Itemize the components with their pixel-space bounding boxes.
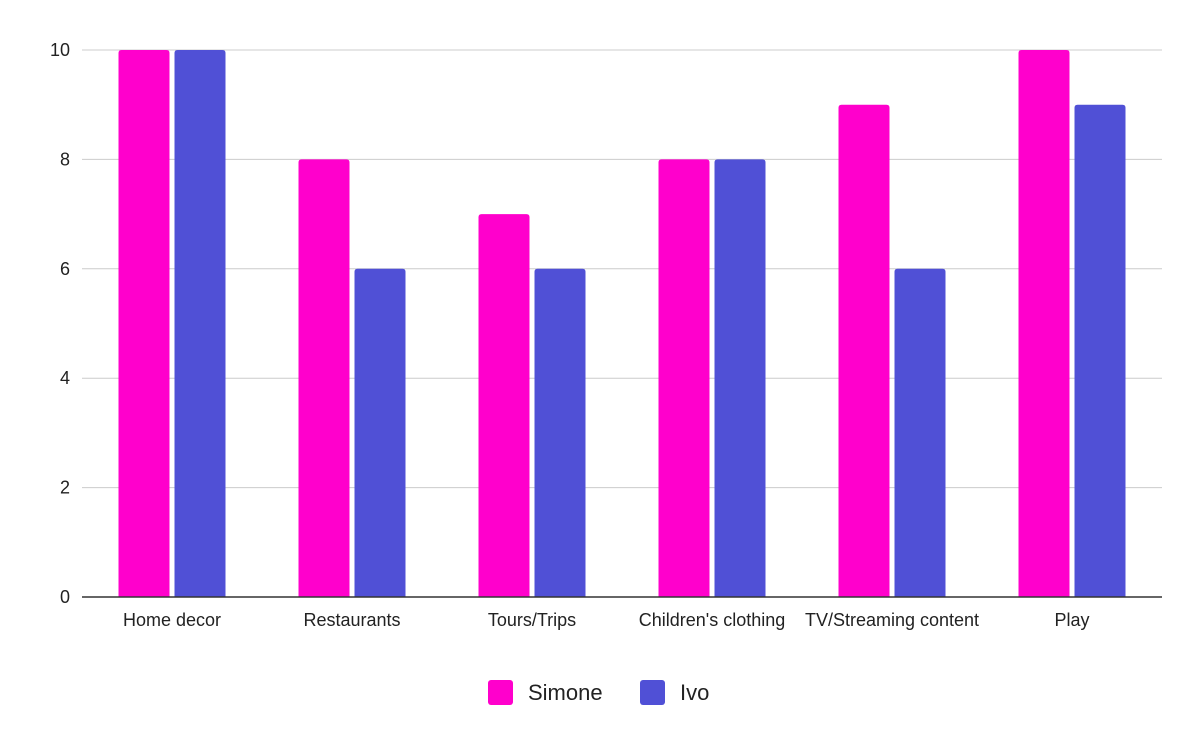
x-category-label: Restaurants [303,610,400,630]
y-tick-label: 6 [60,259,70,279]
bar-simone-2 [478,214,530,597]
bar-simone-3 [658,159,710,597]
bar-ivo-2 [534,268,586,597]
y-tick-label: 0 [60,587,70,607]
x-category-label: TV/Streaming content [805,610,979,630]
y-tick-label: 2 [60,478,70,498]
x-category-label: Children's clothing [639,610,786,630]
bar-simone-4 [838,104,890,597]
y-axis-tick-labels: 0 2 4 6 8 10 [50,40,70,607]
x-category-label: Home decor [123,610,221,630]
bar-simone-1 [298,159,350,597]
gridlines [82,49,1162,489]
legend-label-simone: Simone [528,680,603,705]
x-axis-category-labels: Home decor Restaurants Tours/Trips Children… [123,610,1090,630]
bar-simone-0 [118,50,170,597]
legend: Simone Ivo [488,680,709,705]
x-category-label: Play [1054,610,1089,630]
bar-ivo-4 [894,268,946,597]
bar-ivo-3 [714,159,766,597]
y-tick-label: 10 [50,40,70,60]
y-tick-label: 4 [60,368,70,388]
bar-ivo-1 [354,268,406,597]
bars [118,50,1126,597]
legend-swatch-simone [488,680,513,705]
legend-swatch-ivo [640,680,665,705]
bar-simone-5 [1018,50,1070,597]
y-tick-label: 8 [60,149,70,169]
bar-ivo-5 [1074,104,1126,597]
x-category-label: Tours/Trips [488,610,576,630]
legend-label-ivo: Ivo [680,680,709,705]
bar-ivo-0 [174,50,226,597]
